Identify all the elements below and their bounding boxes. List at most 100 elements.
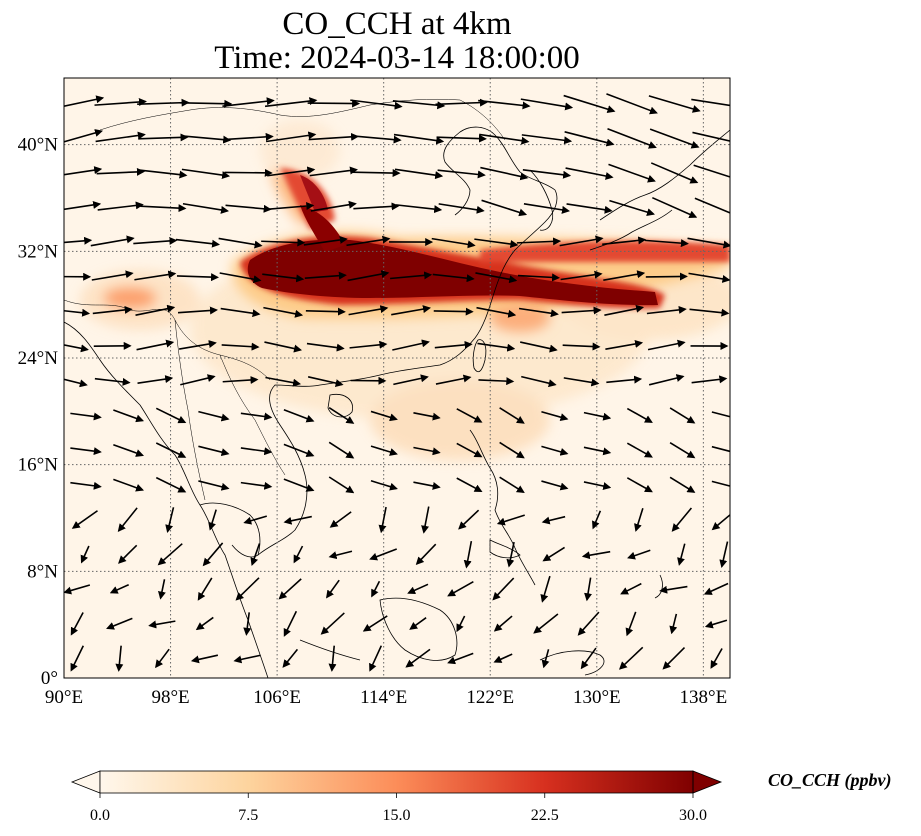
wind-arrow: [499, 441, 525, 459]
wind-arrow: [583, 481, 612, 490]
colorbar-label: CO_CCH (ppbv): [768, 770, 892, 790]
wind-arrow: [64, 378, 88, 388]
wind-arrow: [202, 542, 224, 567]
wind-arrow: [282, 648, 299, 668]
wind-arrow: [137, 375, 174, 384]
wind-arrow: [395, 204, 443, 214]
lon-tick-label: 122°E: [466, 687, 514, 708]
lon-tick-label: 138°E: [680, 687, 728, 708]
wind-arrow: [304, 271, 347, 280]
wind-arrow: [158, 579, 166, 600]
wind-arrow: [703, 582, 729, 595]
wind-arrow: [197, 577, 213, 601]
wind-arrow: [521, 134, 573, 145]
wind-arrow: [97, 201, 144, 211]
wind-arrow: [609, 199, 655, 216]
wind-arrow: [563, 377, 600, 387]
wind-arrow: [267, 166, 316, 177]
wind-arrow: [394, 168, 444, 180]
wind-arrow: [650, 162, 699, 184]
map-title: CO_CCH at 4km: [282, 6, 512, 42]
wind-arrow: [647, 339, 686, 351]
wind-arrow: [625, 611, 637, 637]
wind-arrow: [580, 647, 597, 670]
wind-arrow: [481, 199, 528, 217]
wind-arrow: [391, 305, 431, 316]
wind-arrow: [64, 166, 103, 176]
wind-arrow: [413, 446, 441, 456]
wind-arrow: [278, 578, 302, 600]
wind-arrow: [94, 98, 147, 106]
wind-arrow: [265, 131, 317, 143]
wind-arrow: [648, 374, 685, 386]
wind-arrow: [645, 272, 688, 281]
wind-arrow: [608, 163, 656, 183]
wind-arrow: [393, 133, 445, 145]
wind-arrow: [652, 196, 698, 219]
wind-arrow: [688, 272, 730, 283]
wind-arrow: [243, 612, 252, 636]
wind-arrow: [477, 342, 516, 352]
wind-arrow: [479, 133, 530, 145]
wind-arrow: [262, 273, 305, 283]
wind-arrow: [92, 305, 133, 315]
wind-arrow: [522, 169, 572, 179]
wind-arrow: [240, 481, 273, 490]
wind-arrow: [542, 546, 565, 562]
wind-arrow: [476, 306, 517, 318]
lat-tick-label: 32°N: [18, 241, 59, 262]
wind-arrow: [604, 304, 645, 316]
wind-arrow: [559, 235, 604, 247]
wind-arrow: [222, 97, 275, 107]
lat-tick-label: 16°N: [18, 455, 59, 476]
wind-arrow: [435, 374, 472, 385]
wind-arrow: [64, 129, 103, 143]
wind-arrow: [540, 575, 551, 603]
wind-arrow: [64, 584, 91, 595]
wind-arrow: [235, 577, 260, 601]
wind-arrow: [493, 615, 513, 632]
wind-arrow: [626, 442, 653, 458]
wind-arrow: [711, 480, 730, 487]
wind-arrow: [264, 97, 318, 108]
wind-vectors: [64, 93, 730, 672]
wind-arrow: [155, 476, 187, 493]
wind-arrow: [496, 514, 525, 526]
wind-arrow: [447, 652, 474, 665]
wind-arrow: [180, 374, 216, 386]
wind-arrow: [70, 612, 84, 636]
wind-arrow: [370, 445, 398, 456]
wind-arrow: [583, 446, 612, 456]
wind-arrow: [626, 407, 653, 423]
wind-arrow: [692, 131, 730, 142]
wind-arrow: [353, 202, 400, 211]
wind-arrow: [492, 577, 515, 601]
wind-arrow: [435, 98, 488, 107]
wind-arrow: [182, 202, 230, 214]
wind-arrow: [499, 407, 525, 424]
wind-arrow: [438, 203, 485, 214]
wind-arrow: [458, 509, 480, 530]
wind-arrow: [351, 135, 402, 144]
wind-arrow: [693, 164, 730, 178]
lon-tick-label: 90°E: [45, 687, 83, 708]
wind-arrow: [148, 620, 176, 629]
wind-arrow: [563, 94, 616, 114]
wind-arrow: [138, 133, 189, 142]
wind-arrow: [180, 135, 232, 144]
wind-arrow: [520, 341, 558, 353]
wind-arrow: [328, 406, 355, 424]
wind-arrow: [516, 237, 562, 246]
wind-arrow: [310, 200, 357, 212]
wind-arrow: [691, 98, 730, 107]
wind-arrow: [581, 550, 611, 560]
wind-arrow: [195, 616, 214, 631]
wind-arrow: [306, 342, 345, 352]
wind-arrow: [113, 443, 145, 457]
wind-arrow: [646, 305, 687, 315]
wind-arrow: [176, 273, 220, 282]
wind-arrow: [115, 645, 124, 672]
wind-arrow: [694, 197, 730, 214]
wind-arrow: [134, 270, 177, 281]
